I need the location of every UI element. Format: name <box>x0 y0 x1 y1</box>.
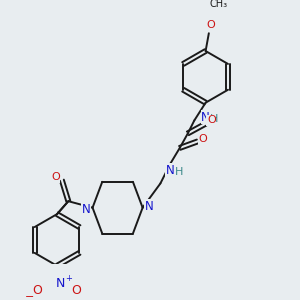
Text: O: O <box>199 134 208 144</box>
Text: N: N <box>145 200 154 213</box>
Text: N: N <box>56 277 65 290</box>
Text: O: O <box>71 284 81 296</box>
Text: N: N <box>166 164 175 177</box>
Text: O: O <box>33 284 43 296</box>
Text: N: N <box>82 203 91 216</box>
Text: +: + <box>65 274 72 283</box>
Text: H: H <box>175 167 183 177</box>
Text: O: O <box>51 172 60 182</box>
Text: CH₃: CH₃ <box>209 0 228 9</box>
Text: O: O <box>207 116 216 125</box>
Text: −: − <box>25 292 34 300</box>
Text: N: N <box>201 111 210 124</box>
Text: H: H <box>210 114 219 124</box>
Text: O: O <box>206 20 215 30</box>
